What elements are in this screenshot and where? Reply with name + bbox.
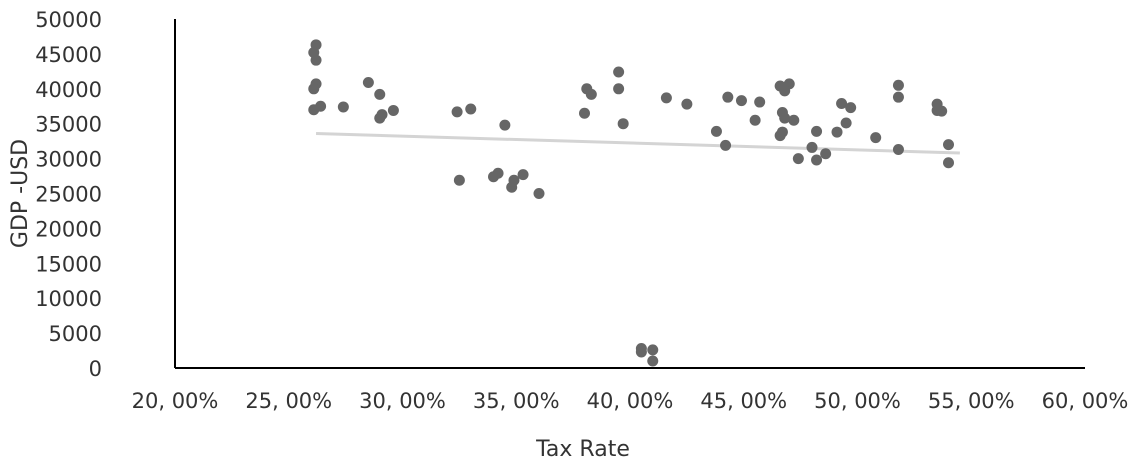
x-tick-label: 45, 00%: [700, 389, 787, 413]
data-point: [774, 130, 786, 142]
data-point: [820, 148, 832, 160]
data-point: [943, 139, 954, 151]
data-point: [613, 83, 625, 95]
data-point: [836, 97, 848, 109]
data-point: [387, 104, 399, 116]
data-point: [635, 346, 647, 358]
data-point: [943, 157, 954, 169]
data-point: [710, 125, 722, 137]
data-point: [517, 169, 529, 181]
data-point: [681, 98, 693, 110]
data-point: [660, 92, 672, 104]
data-point: [811, 154, 823, 166]
data-point: [870, 132, 882, 144]
data-point: [892, 144, 904, 156]
y-tick-label: 15000: [35, 252, 102, 276]
data-point: [374, 88, 386, 100]
y-tick-label: 45000: [35, 43, 102, 67]
data-point: [453, 174, 465, 186]
data-point: [840, 117, 852, 129]
x-tick-label: 35, 00%: [473, 389, 560, 413]
data-point: [754, 96, 766, 108]
y-tick-label: 0: [89, 357, 102, 381]
data-point: [508, 174, 520, 186]
data-point: [499, 119, 511, 131]
data-point: [362, 77, 374, 89]
data-point: [617, 118, 629, 130]
y-tick-label: 30000: [35, 148, 102, 172]
data-point: [374, 112, 386, 124]
data-point: [533, 188, 545, 199]
x-tick-label: 60, 00%: [1042, 389, 1129, 413]
data-point: [892, 91, 904, 103]
x-tick-label: 55, 00%: [928, 389, 1015, 413]
data-point: [779, 112, 791, 124]
x-axis-title: Tax Rate: [535, 437, 630, 462]
data-point: [722, 91, 734, 103]
data-point: [492, 167, 504, 179]
data-point: [720, 139, 732, 151]
y-tick-label: 10000: [35, 287, 102, 311]
data-point: [647, 344, 659, 356]
data-point: [310, 54, 322, 66]
data-point: [585, 88, 597, 100]
x-tick-label: 20, 00%: [132, 389, 219, 413]
trendline: [316, 131, 960, 155]
data-point: [788, 114, 800, 126]
data-point: [831, 126, 843, 138]
data-point: [792, 153, 804, 165]
data-point: [613, 66, 625, 78]
data-point: [936, 105, 948, 117]
y-tick-label: 25000: [35, 183, 102, 207]
data-point: [308, 83, 320, 95]
data-point: [811, 125, 823, 137]
y-tick-label: 40000: [35, 78, 102, 102]
data-point: [735, 95, 747, 107]
data-point: [749, 114, 761, 126]
data-point: [647, 355, 659, 367]
y-tick-label: 20000: [35, 217, 102, 241]
x-tick-label: 40, 00%: [587, 389, 674, 413]
data-point: [465, 103, 477, 115]
data-point: [337, 101, 349, 113]
data-point: [779, 85, 791, 97]
data-point: [845, 102, 857, 114]
data-point: [806, 141, 818, 153]
y-tick-label: 5000: [49, 322, 102, 346]
y-tick-label: 35000: [35, 113, 102, 137]
data-point: [451, 106, 463, 118]
x-tick-label: 25, 00%: [245, 389, 332, 413]
data-point: [579, 107, 590, 119]
data-point: [308, 104, 320, 116]
x-tick-label: 30, 00%: [359, 389, 446, 413]
y-tick-label: 50000: [35, 8, 102, 32]
x-tick-label: 50, 00%: [814, 389, 901, 413]
y-axis-title: GDP -USD: [8, 139, 33, 248]
data-point: [892, 79, 904, 91]
